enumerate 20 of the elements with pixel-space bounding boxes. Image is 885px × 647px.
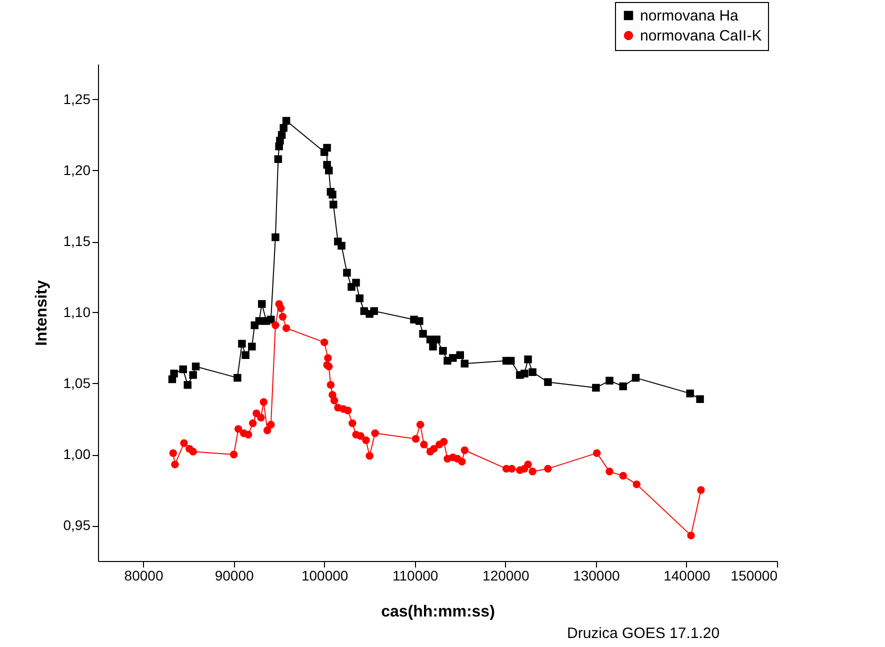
y-tick-label: 1,15 (63, 233, 91, 249)
x-tick-label: 100000 (301, 568, 348, 584)
x-tick-label: 110000 (392, 568, 438, 584)
y-tick-label: 1,25 (63, 91, 91, 107)
x-tick-label: 150000 (730, 568, 778, 584)
y-tick-label: 0,95 (63, 517, 91, 533)
legend-label: normovana CaII-K (640, 28, 762, 44)
y-tick-label: 1,00 (63, 446, 91, 462)
x-tick-label: 130000 (573, 568, 620, 584)
y-axis-title: Intensity (33, 280, 50, 346)
x-tick-label: 80000 (124, 568, 164, 584)
x-tick-label: 90000 (214, 568, 254, 584)
x-tick-label: 140000 (664, 568, 711, 584)
y-tick-label: 1,20 (63, 162, 91, 178)
text: Druzica GOES 17.1.20 (567, 625, 720, 642)
legend-label: normovana Ha (640, 8, 740, 24)
y-tick-label: 1,05 (63, 375, 91, 391)
y-tick-label: 1,10 (63, 304, 91, 320)
x-axis-title: cas(hh:mm:ss) (381, 604, 495, 620)
x-tick-label: 120000 (482, 568, 530, 584)
